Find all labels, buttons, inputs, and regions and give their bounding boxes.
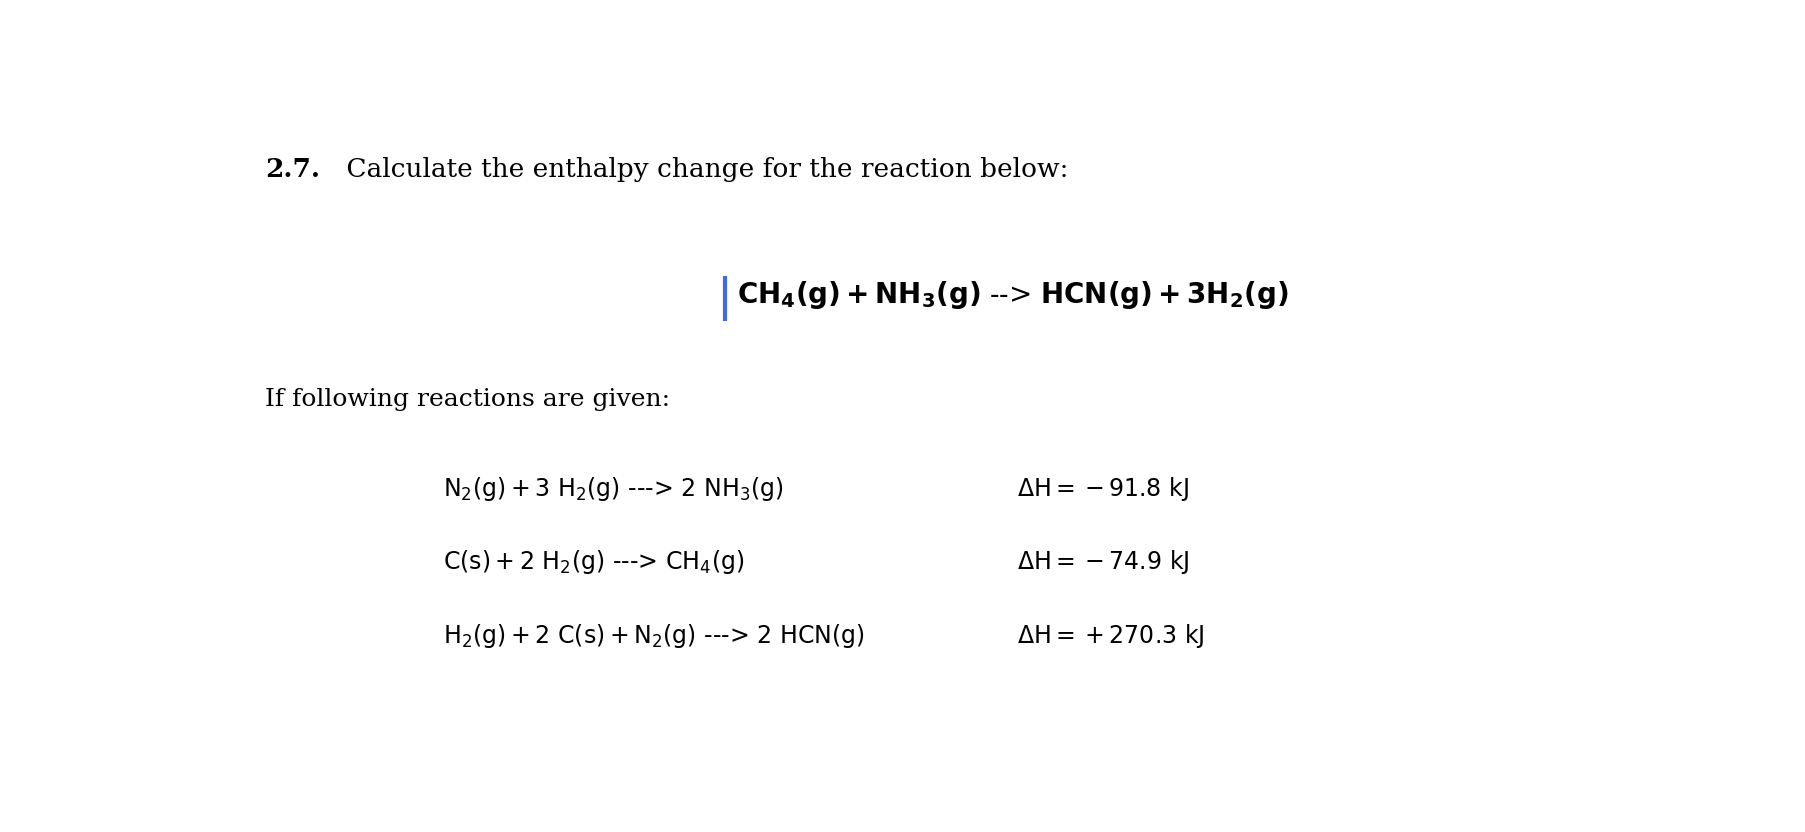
Text: 2.7.: 2.7. [265,157,319,182]
Text: $\mathrm{\Delta H = -74.9\ kJ}$: $\mathrm{\Delta H = -74.9\ kJ}$ [1016,548,1188,577]
Text: $\mathrm{C(s) + 2\ H_2(g)\ \text{--->}\ CH_4(g)}$: $\mathrm{C(s) + 2\ H_2(g)\ \text{--->}\ … [442,548,744,577]
Text: $\mathrm{\Delta H = -91.8\ kJ}$: $\mathrm{\Delta H = -91.8\ kJ}$ [1016,474,1188,503]
Text: Calculate the enthalpy change for the reaction below:: Calculate the enthalpy change for the re… [338,157,1067,182]
Text: $\mathrm{\Delta H = +270.3\ kJ}$: $\mathrm{\Delta H = +270.3\ kJ}$ [1016,622,1204,650]
Text: $\mathrm{H_2(g) + 2\ C(s) + N_2(g)\ \text{--->}\ 2\ HCN(g)}$: $\mathrm{H_2(g) + 2\ C(s) + N_2(g)\ \tex… [442,622,865,650]
Text: If following reactions are given:: If following reactions are given: [265,388,670,411]
Text: $\mathbf{CH_4(g) + NH_3(g)}$ --> $\mathbf{HCN(g) + 3H_2(g)}$: $\mathbf{CH_4(g) + NH_3(g)}$ --> $\mathb… [736,280,1287,311]
Text: $\mathrm{N_2(g) + 3\ H_2(g)\ \text{--->}\ 2\ NH_3(g)}$: $\mathrm{N_2(g) + 3\ H_2(g)\ \text{--->}… [442,474,783,503]
